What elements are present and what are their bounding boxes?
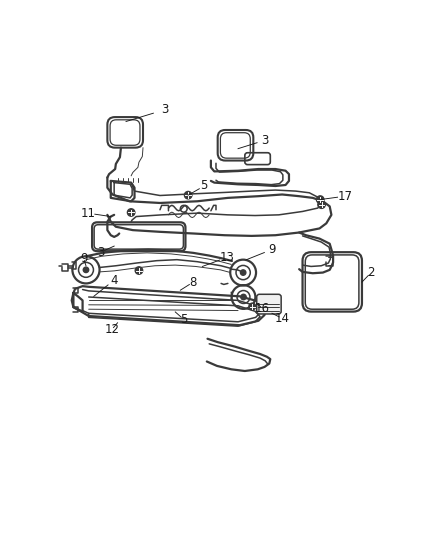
Circle shape <box>83 267 88 272</box>
Text: 17: 17 <box>338 190 353 203</box>
Text: 11: 11 <box>81 207 95 220</box>
Text: 3: 3 <box>97 246 104 259</box>
Circle shape <box>317 196 324 203</box>
Text: 12: 12 <box>104 323 119 336</box>
Circle shape <box>127 209 135 216</box>
Circle shape <box>241 294 246 300</box>
Text: 14: 14 <box>275 312 290 325</box>
Text: 5: 5 <box>201 180 208 192</box>
Text: 13: 13 <box>220 251 235 264</box>
Text: 9: 9 <box>268 243 276 256</box>
Text: 4: 4 <box>110 273 118 287</box>
Circle shape <box>135 267 143 274</box>
Circle shape <box>240 270 246 275</box>
Text: 5: 5 <box>180 313 187 326</box>
Text: 2: 2 <box>367 266 375 279</box>
Text: 3: 3 <box>161 103 169 116</box>
Text: 9: 9 <box>80 252 87 265</box>
Text: 3: 3 <box>261 134 269 147</box>
Circle shape <box>249 303 256 310</box>
Circle shape <box>318 201 325 208</box>
Circle shape <box>184 191 192 199</box>
Text: 16: 16 <box>255 302 270 314</box>
FancyBboxPatch shape <box>257 294 281 314</box>
Text: 8: 8 <box>190 276 197 288</box>
